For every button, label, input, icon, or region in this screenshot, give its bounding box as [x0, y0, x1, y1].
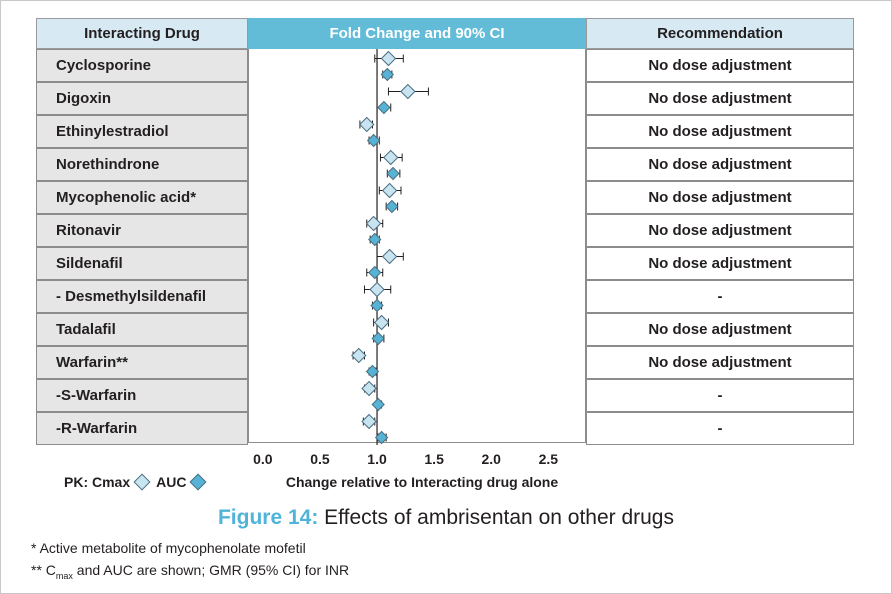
point-cmax	[383, 149, 399, 166]
x-tick-label: 2.0	[481, 451, 501, 467]
recommendation-cell: -	[586, 379, 854, 412]
point-auc	[368, 265, 382, 280]
point-cmax	[380, 50, 397, 67]
drug-cell: -R-Warfarin	[36, 412, 248, 445]
drug-cell: - Desmethylsildenafil	[36, 280, 248, 313]
recommendation-cell: No dose adjustment	[586, 247, 854, 280]
point-auc	[377, 100, 391, 115]
drug-cell: -S-Warfarin	[36, 379, 248, 412]
recommendation-cell: No dose adjustment	[586, 49, 854, 82]
x-tick-label: 1.5	[424, 451, 444, 467]
recommendation-cell: No dose adjustment	[586, 313, 854, 346]
point-auc	[370, 298, 384, 313]
point-auc	[366, 133, 381, 148]
drug-cell: Tadalafil	[36, 313, 248, 346]
point-cmax	[369, 281, 385, 298]
point-cmax	[361, 413, 377, 430]
footnote-2-subscript: max	[55, 571, 73, 581]
header-interacting-drug: Interacting Drug	[36, 18, 248, 49]
drug-cell: Mycophenolic acid*	[36, 181, 248, 214]
legend-auc-diamond-icon	[189, 473, 207, 491]
footnote-2-prefix: ** C	[31, 562, 56, 578]
point-cmax	[400, 83, 416, 100]
recommendation-cell: No dose adjustment	[586, 115, 854, 148]
figure-caption: Figure 14: Effects of ambrisentan on oth…	[0, 506, 892, 530]
footnote-2-text: and AUC are shown; GMR (95% CI) for INR	[72, 562, 350, 578]
recommendation-cell: -	[586, 280, 854, 313]
recommendation-cell: No dose adjustment	[586, 82, 854, 115]
recommendation-cell: No dose adjustment	[586, 214, 854, 247]
legend: PK: Cmax AUC	[64, 473, 212, 491]
drug-cell: Digoxin	[36, 82, 248, 115]
point-cmax	[359, 116, 375, 133]
x-tick-label: 1.0	[367, 451, 387, 467]
recommendation-cell: No dose adjustment	[586, 181, 854, 214]
legend-auc-label: AUC	[156, 474, 187, 490]
point-cmax	[373, 314, 390, 331]
footnote-1: * Active metabolite of mycophenolate mof…	[31, 540, 306, 556]
point-cmax	[381, 248, 398, 265]
drug-cell: Norethindrone	[36, 148, 248, 181]
point-cmax	[351, 347, 367, 364]
point-cmax	[381, 182, 398, 199]
point-auc	[368, 232, 382, 247]
x-axis-label: Change relative to Interacting drug alon…	[285, 474, 559, 490]
point-cmax	[361, 380, 377, 397]
point-auc	[365, 364, 380, 379]
recommendation-cell: No dose adjustment	[586, 346, 854, 379]
plot-area	[248, 49, 586, 443]
legend-cmax-diamond-icon	[133, 473, 151, 491]
figure-number: Figure 14:	[217, 506, 319, 529]
drug-cell: Cyclosporine	[36, 49, 248, 82]
point-auc	[371, 397, 385, 412]
figure-caption-text: Effects of ambrisentan on other drugs	[318, 506, 674, 529]
point-auc	[374, 430, 389, 445]
drug-cell: Sildenafil	[36, 247, 248, 280]
x-tick-label: 2.5	[538, 451, 559, 467]
x-tick-label: 0.0	[253, 451, 273, 467]
point-auc	[386, 166, 400, 181]
recommendation-cell: -	[586, 412, 854, 445]
legend-prefix: PK: Cmax	[64, 474, 131, 490]
point-cmax	[365, 215, 382, 232]
x-tick-label: 0.5	[310, 451, 330, 467]
drug-cell: Warfarin**	[36, 346, 248, 379]
point-auc	[385, 199, 399, 214]
header-recommendation: Recommendation	[586, 18, 854, 49]
header-fold-change: Fold Change and 90% CI	[248, 18, 586, 49]
drug-cell: Ethinylestradiol	[36, 115, 248, 148]
point-auc	[371, 331, 385, 346]
drug-cell: Ritonavir	[36, 214, 248, 247]
footnote-2: ** Cmax and AUC are shown; GMR (95% CI) …	[31, 562, 349, 581]
recommendation-cell: No dose adjustment	[586, 148, 854, 181]
point-auc	[380, 67, 395, 82]
